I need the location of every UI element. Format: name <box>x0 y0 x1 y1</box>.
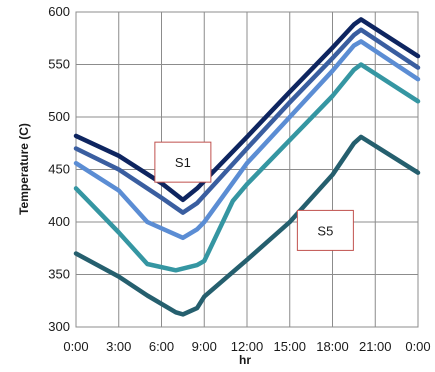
y-tick-label-3: 450 <box>48 162 70 177</box>
plot-frame <box>75 11 419 328</box>
y-tick-label-5: 550 <box>48 57 70 72</box>
annotation-label-1: S1 <box>175 155 191 170</box>
x-tick-label-0: 0:00 <box>63 339 88 354</box>
y-axis-label: Temperature (C) <box>17 123 31 215</box>
annotations: S1 S5 <box>154 141 354 251</box>
series-line-2 <box>73 27 421 215</box>
annotation-label-2: S5 <box>317 223 333 238</box>
x-tick-label-5: 15:00 <box>273 339 306 354</box>
series-line-3 <box>73 39 421 241</box>
series-line-5 <box>73 134 421 317</box>
x-tick-label-4: 12:00 <box>231 339 264 354</box>
series-lines <box>73 17 421 317</box>
x-tick-label-3: 9:00 <box>192 339 217 354</box>
y-tick-label-6: 600 <box>48 4 70 19</box>
x-tick-label-7: 21:00 <box>359 339 392 354</box>
y-tick-label-4: 500 <box>48 109 70 124</box>
x-tick-label-8: 0:00 <box>405 339 430 354</box>
series-line-1 <box>73 17 421 203</box>
y-tick-label-1: 350 <box>48 267 70 282</box>
x-tick-labels: 0:00 3:00 6:00 9:00 12:00 15:00 18:00 21:00 0:00 <box>63 339 430 354</box>
annotation-box-1 <box>154 141 212 183</box>
y-tick-label-0: 300 <box>48 319 70 334</box>
annotation-box-2 <box>296 209 354 251</box>
y-tick-label-2: 400 <box>48 214 70 229</box>
x-tick-label-2: 6:00 <box>149 339 174 354</box>
x-tick-label-6: 18:00 <box>316 339 349 354</box>
grid <box>75 11 419 328</box>
x-axis-label: hr <box>239 353 251 367</box>
x-tick-label-1: 3:00 <box>106 339 131 354</box>
y-tick-labels: 300 350 400 450 500 550 600 <box>48 4 70 334</box>
series-line-4 <box>73 62 421 273</box>
